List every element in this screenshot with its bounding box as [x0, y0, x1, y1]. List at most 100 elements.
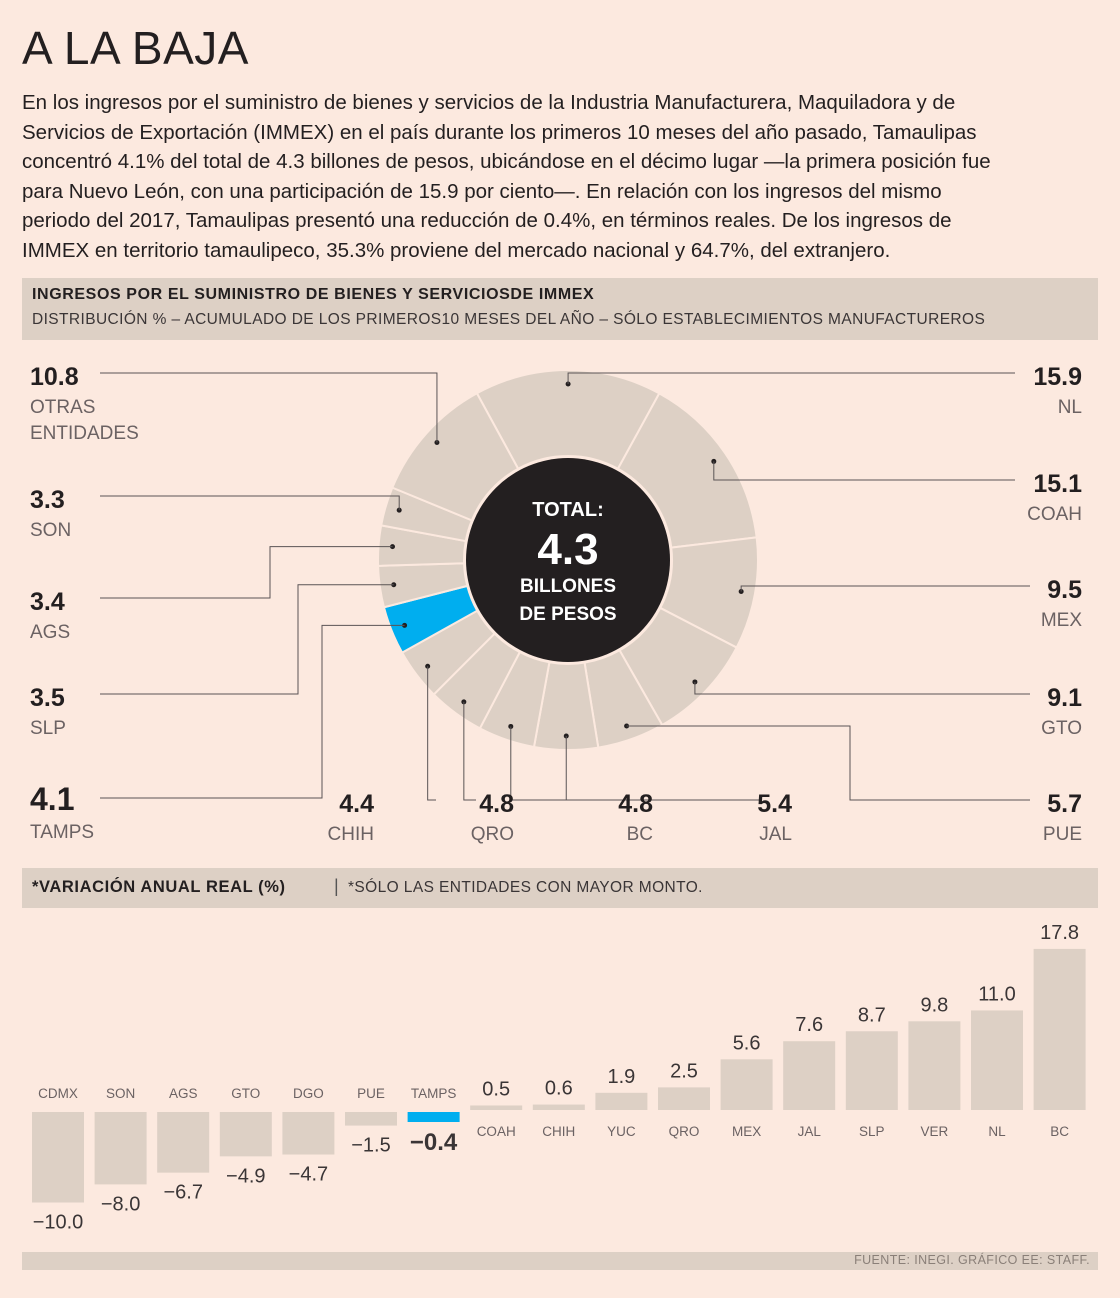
slice-label-mex: MEX: [1041, 610, 1083, 631]
leader-line-qro: [463, 701, 476, 801]
bar-pue: [345, 1112, 397, 1126]
donut-center-value: 4.3: [537, 525, 598, 574]
leader-line-slp: [100, 584, 394, 695]
section-subtitle: *SÓLO LAS ENTIDADES CON MAYOR MONTO.: [348, 879, 703, 896]
bar-category-jal: JAL: [798, 1124, 822, 1139]
slice-value-tamps: 4.1: [30, 781, 74, 817]
bar-category-chih: CHIH: [542, 1124, 575, 1139]
leader-line-pue: [626, 725, 1030, 801]
bar-dgo: [282, 1112, 335, 1155]
slice-value-jal: 5.4: [757, 790, 792, 818]
page-title: A LA BAJA: [22, 22, 249, 74]
slice-value-slp: 3.5: [30, 684, 65, 712]
slice-value-chih: 4.4: [339, 790, 374, 818]
bar-chih: [532, 1104, 585, 1110]
bar-value-gto: −4.9: [226, 1165, 265, 1187]
section-title: *VARIACIÓN ANUAL REAL (%): [32, 878, 286, 896]
bar-value-slp: 8.7: [858, 1004, 886, 1026]
slice-value-bc: 4.8: [618, 790, 653, 818]
slice-label-pue: PUE: [1043, 824, 1082, 845]
intro-line: Servicios de Exportación (IMMEX) en el p…: [22, 120, 977, 144]
leader-line-nl: [567, 372, 1015, 385]
bar-category-mex: MEX: [732, 1124, 761, 1139]
bar-value-yuc: 1.9: [607, 1066, 635, 1088]
bar-yuc: [595, 1092, 648, 1110]
leader-line-gto: [694, 681, 1030, 695]
bar-mex: [720, 1059, 773, 1110]
intro-line: En los ingresos por el suministro de bie…: [22, 91, 956, 114]
bar-value-ags: −6.7: [163, 1182, 202, 1204]
slice-label-chih: CHIH: [328, 824, 374, 845]
bar-coah: [470, 1105, 523, 1110]
bar-value-qro: 2.5: [670, 1060, 698, 1082]
bar-qro: [658, 1087, 710, 1110]
slice-label-otras-entidades: OTRAS: [30, 397, 95, 418]
bar-jal: [783, 1041, 836, 1110]
slice-value-coah: 15.1: [1033, 470, 1082, 498]
slice-label-coah: COAH: [1027, 504, 1082, 525]
bar-value-bc: 17.8: [1040, 922, 1079, 944]
donut-center-label: DE PESOS: [519, 604, 616, 625]
slice-label-jal: JAL: [759, 824, 792, 845]
bar-value-pue: −1.5: [351, 1135, 390, 1157]
bar-value-ver: 9.8: [920, 994, 948, 1016]
bar-ver: [908, 1021, 961, 1110]
bar-category-bc: BC: [1050, 1124, 1069, 1139]
bar-value-jal: 7.6: [795, 1014, 823, 1036]
bar-son: [94, 1112, 147, 1185]
bar-value-son: −8.0: [101, 1193, 140, 1215]
bar-value-dgo: −4.7: [289, 1164, 328, 1186]
donut-center-label: BILLONES: [520, 576, 616, 597]
bar-slp: [845, 1031, 898, 1110]
leader-line-tamps: [100, 624, 405, 799]
donut-center-label: TOTAL:: [532, 499, 603, 521]
bar-gto: [219, 1112, 272, 1157]
slice-label-ags: AGS: [30, 622, 70, 643]
bar-category-son: SON: [106, 1086, 135, 1101]
slice-value-pue: 5.7: [1047, 790, 1082, 818]
bar-category-tamps: TAMPS: [411, 1086, 457, 1101]
bar-value-mex: 5.6: [733, 1032, 761, 1054]
slice-label-qro: QRO: [471, 824, 514, 845]
slice-value-nl: 15.9: [1033, 363, 1082, 391]
leader-line-mex: [740, 585, 1030, 592]
leader-line-bc: [510, 726, 610, 801]
bar-category-nl: NL: [988, 1124, 1006, 1139]
leader-line-otras-entidades: [100, 372, 438, 443]
leader-line-chih: [427, 666, 436, 801]
leader-line-coah: [713, 461, 1015, 481]
bar-category-slp: SLP: [859, 1124, 885, 1139]
bar-value-cdmx: −10.0: [33, 1212, 84, 1234]
bar-category-qro: QRO: [669, 1124, 700, 1139]
bar-category-coah: COAH: [477, 1124, 516, 1139]
bar-cdmx: [32, 1112, 84, 1203]
bar-value-chih: 0.6: [545, 1078, 573, 1100]
intro-line: para Nuevo León, con una participación d…: [22, 179, 942, 203]
intro-line: periodo del 2017, Tamaulipas presentó un…: [22, 209, 952, 232]
bar-category-ags: AGS: [169, 1086, 198, 1101]
donut-slice-otras-entidades: [391, 391, 520, 522]
donut-center: [466, 458, 670, 662]
slice-value-mex: 9.5: [1047, 576, 1082, 604]
bar-value-nl: 11.0: [978, 983, 1015, 1005]
slice-label-otras-entidades: ENTIDADES: [30, 423, 139, 444]
slice-label-nl: NL: [1058, 397, 1082, 418]
slice-value-qro: 4.8: [479, 790, 514, 818]
bar-category-cdmx: CDMX: [38, 1086, 78, 1101]
slice-label-gto: GTO: [1041, 718, 1082, 739]
bar-category-ver: VER: [921, 1124, 949, 1139]
slice-label-bc: BC: [627, 824, 653, 845]
leader-line-son: [100, 495, 400, 511]
bar-category-gto: GTO: [231, 1086, 260, 1101]
slice-label-tamps: TAMPS: [30, 822, 94, 843]
leader-line-ags: [100, 546, 393, 599]
slice-label-son: SON: [30, 520, 71, 541]
slice-value-gto: 9.1: [1047, 684, 1082, 712]
source-text: FUENTE: INEGI. GRÁFICO EE: STAFF.: [854, 1253, 1090, 1267]
section-subtitle: DISTRIBUCIÓN % – ACUMULADO DE LOS PRIMER…: [32, 311, 986, 328]
section-header-distribution: INGRESOS POR EL SUMINISTRO DE BIENES Y S…: [22, 278, 1098, 340]
source-footer: FUENTE: INEGI. GRÁFICO EE: STAFF.: [22, 1252, 1098, 1270]
slice-value-otras-entidades: 10.8: [30, 363, 79, 391]
slice-label-slp: SLP: [30, 718, 66, 739]
